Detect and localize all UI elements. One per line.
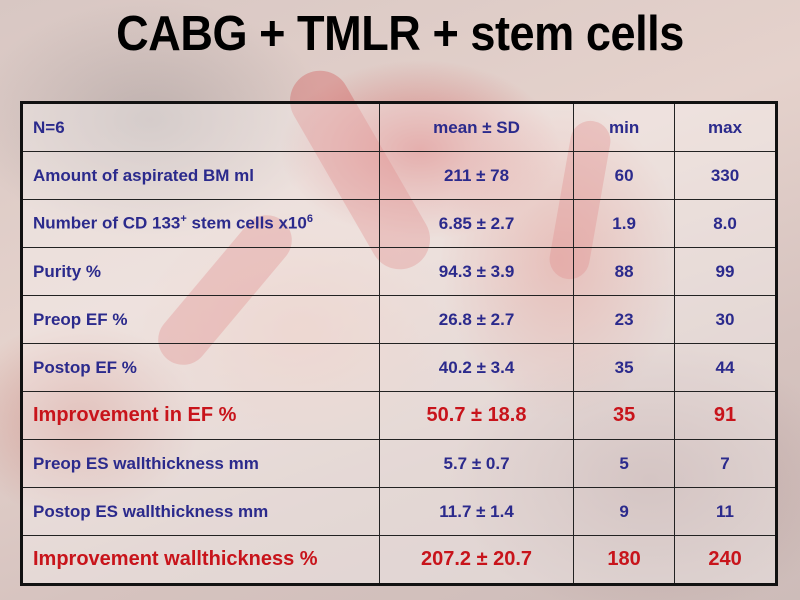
table-row: Preop ES wallthickness mm 5.7 ± 0.7 5 7 (21, 439, 777, 488)
row-max: 330 (674, 151, 777, 200)
header-label: N=6 (21, 102, 380, 152)
row-mean: 26.8 ± 2.7 (378, 295, 575, 344)
row-max: 44 (674, 343, 777, 392)
row-min: 180 (573, 535, 676, 585)
row-label: Preop EF % (21, 295, 380, 344)
row-min: 35 (573, 391, 676, 440)
row-max: 91 (674, 391, 777, 440)
row-label: Preop ES wallthickness mm (21, 439, 380, 488)
header-max: max (674, 102, 777, 152)
table-row: Amount of aspirated BM ml 211 ± 78 60 33… (21, 151, 777, 200)
row-max: 99 (674, 247, 777, 296)
row-min: 9 (573, 487, 676, 536)
row-mean: 5.7 ± 0.7 (378, 439, 575, 488)
row-label-exponent: 6 (306, 213, 313, 226)
row-label: Amount of aspirated BM ml (21, 151, 380, 200)
row-max: 11 (674, 487, 777, 536)
row-label-superscript: + (180, 213, 187, 226)
row-label: Number of CD 133+ stem cells x106 (21, 199, 380, 248)
results-table: N=6 mean ± SD min max Amount of aspirate… (20, 101, 778, 586)
table-row-highlight: Improvement in EF % 50.7 ± 18.8 35 91 (21, 391, 777, 440)
row-label: Improvement in EF % (21, 391, 380, 440)
row-label: Improvement wallthickness % (21, 535, 380, 585)
table-row: Purity % 94.3 ± 3.9 88 99 (21, 247, 777, 296)
row-mean: 94.3 ± 3.9 (378, 247, 575, 296)
row-min: 1.9 (573, 199, 676, 248)
slide-title: CABG + TMLR + stem cells (116, 7, 684, 61)
row-max: 8.0 (674, 199, 777, 248)
header-mean: mean ± SD (378, 102, 575, 152)
table-header-row: N=6 mean ± SD min max (21, 102, 777, 152)
row-max: 30 (674, 295, 777, 344)
row-mean: 40.2 ± 3.4 (378, 343, 575, 392)
row-max: 7 (674, 439, 777, 488)
table-row: Postop EF % 40.2 ± 3.4 35 44 (21, 343, 777, 392)
header-min: min (573, 102, 676, 152)
table-row: Number of CD 133+ stem cells x106 6.85 ±… (21, 199, 777, 248)
row-min: 23 (573, 295, 676, 344)
row-mean: 6.85 ± 2.7 (378, 199, 575, 248)
row-label: Postop ES wallthickness mm (21, 487, 380, 536)
row-label: Postop EF % (21, 343, 380, 392)
row-min: 35 (573, 343, 676, 392)
row-min: 5 (573, 439, 676, 488)
row-mean: 211 ± 78 (378, 151, 575, 200)
table-row-highlight: Improvement wallthickness % 207.2 ± 20.7… (21, 535, 777, 585)
row-label: Purity % (21, 247, 380, 296)
row-min: 60 (573, 151, 676, 200)
row-label-text: stem cells x10 (186, 213, 307, 233)
row-mean: 11.7 ± 1.4 (378, 487, 575, 536)
row-mean: 207.2 ± 20.7 (378, 535, 575, 585)
table-row: Preop EF % 26.8 ± 2.7 23 30 (21, 295, 777, 344)
row-min: 88 (573, 247, 676, 296)
row-label-text: Number of CD 133 (33, 213, 181, 233)
table-row: Postop ES wallthickness mm 11.7 ± 1.4 9 … (21, 487, 777, 536)
row-max: 240 (674, 535, 777, 585)
row-mean: 50.7 ± 18.8 (378, 391, 575, 440)
